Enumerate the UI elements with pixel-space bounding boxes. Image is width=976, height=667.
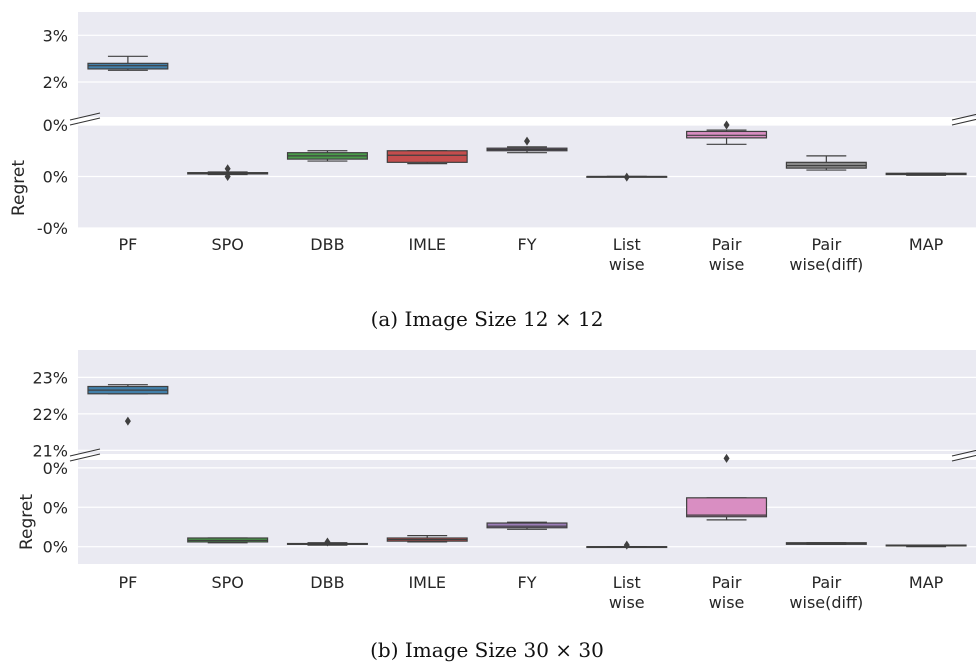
box-8 <box>885 544 967 548</box>
x-tick-label: List <box>613 573 641 592</box>
box-1 <box>187 537 269 544</box>
box-outlier <box>324 537 331 547</box>
axis-break-mark <box>951 449 976 462</box>
x-tick-label: wise <box>609 255 645 274</box>
axis-break-mark <box>951 113 976 126</box>
lower-y-tick-label: 0% <box>43 498 68 517</box>
y-axis-label: Regret <box>17 494 37 550</box>
figure-caption: (b) Image Size 30 × 30 <box>370 638 604 662</box>
axis-break-mark <box>69 112 101 126</box>
box-3 <box>386 535 468 543</box>
x-tick-label: List <box>613 235 641 254</box>
box-8 <box>885 172 967 176</box>
box-outlier <box>124 416 131 426</box>
box-0 <box>87 384 169 426</box>
x-tick-label: wise <box>609 593 645 612</box>
x-tick-label: DBB <box>310 573 344 592</box>
box-body <box>386 150 468 163</box>
upper-y-tick-label: 21% <box>32 441 68 460</box>
x-tick-label: PF <box>118 235 137 254</box>
x-tick-label: DBB <box>310 235 344 254</box>
box-outlier <box>723 453 730 463</box>
box-4 <box>486 521 568 530</box>
box-body <box>686 130 768 139</box>
box-outlier <box>524 136 530 146</box>
box-outlier <box>723 120 730 130</box>
x-tick-label: Pair <box>811 235 841 254</box>
y-axis-label: Regret <box>9 160 29 216</box>
upper-axes-background <box>78 350 976 454</box>
lower-y-tick-label: -0% <box>37 219 68 238</box>
lower-axes-background <box>78 460 976 564</box>
box-5 <box>586 540 668 550</box>
box-0 <box>87 55 169 71</box>
x-tick-label: MAP <box>909 573 944 592</box>
x-tick-label: PF <box>118 573 137 592</box>
upper-y-tick-label: 22% <box>32 405 68 424</box>
x-tick-label: Pair <box>811 573 841 592</box>
upper-y-tick-label: 23% <box>32 368 68 387</box>
box-outlier <box>623 540 630 550</box>
box-7 <box>785 542 867 545</box>
x-tick-label: SPO <box>211 573 243 592</box>
upper-y-tick-label: 2% <box>43 73 68 92</box>
lower-y-tick-label: 0% <box>43 538 68 557</box>
x-tick-label: MAP <box>909 235 944 254</box>
x-tick-label: wise(diff) <box>789 255 863 274</box>
axis-break-mark <box>69 448 101 462</box>
x-tick-label: IMLE <box>408 235 446 254</box>
figure-caption: (a) Image Size 12 × 12 <box>371 307 604 331</box>
x-tick-label: wise <box>709 255 745 274</box>
x-tick-label: wise(diff) <box>789 593 863 612</box>
box-body <box>686 497 768 518</box>
lower-y-tick-label: 0% <box>43 459 68 478</box>
box-7 <box>785 155 867 171</box>
box-1 <box>187 164 269 181</box>
upper-axes-background <box>78 12 976 117</box>
box-2 <box>286 150 368 162</box>
box-5 <box>586 172 668 182</box>
x-tick-label: SPO <box>211 235 243 254</box>
box-outlier <box>224 172 231 181</box>
x-tick-label: FY <box>518 573 537 592</box>
box-body <box>486 522 568 529</box>
x-tick-label: IMLE <box>408 573 446 592</box>
box-6 <box>686 453 768 521</box>
x-tick-label: Pair <box>712 235 742 254</box>
box-4 <box>486 136 568 154</box>
box-outlier <box>224 164 231 174</box>
x-tick-label: Pair <box>712 573 742 592</box>
box-3 <box>386 150 468 165</box>
lower-y-tick-label: 0% <box>43 116 68 135</box>
lower-y-tick-label: 0% <box>43 168 68 187</box>
box-6 <box>686 120 768 145</box>
x-tick-label: FY <box>518 235 537 254</box>
x-tick-label: wise <box>709 593 745 612</box>
box-2 <box>286 537 368 547</box>
upper-y-tick-label: 3% <box>43 26 68 45</box>
box-outlier <box>623 172 630 182</box>
